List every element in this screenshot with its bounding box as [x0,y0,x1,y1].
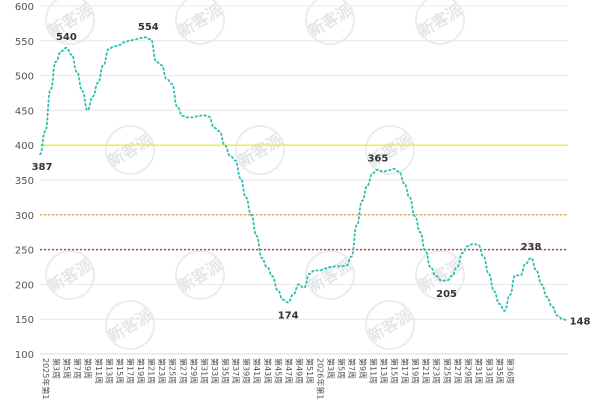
x-axis: 2025年第1周 第3周 第5周 第7周 第9周 第11周 第13周 第15周 第17周 第19周… [40,353,568,400]
watermark: 新客派 [415,0,467,45]
x-tick-label: 第31周 [474,358,484,384]
x-tick-label: 第36周 [506,358,516,384]
y-tick-label: 100 [15,350,34,361]
watermark-circle [305,250,355,300]
watermark-circle [105,300,155,350]
x-tick-label: 第9周 [358,358,368,379]
x-tick-label: 第31周 [199,358,209,384]
x-tick-label: 第47周 [284,358,294,384]
watermark-circle [45,250,95,300]
data-label: 148 [570,317,591,328]
watermark-circle [365,125,415,175]
watermark: 新客派 [45,250,97,300]
data-label: 174 [278,310,299,321]
data-label: 540 [56,32,77,43]
x-tick-label: 第25周 [442,358,452,384]
y-axis: 100 150 200 250 300 350 400 450 500 550 600 [15,2,34,361]
grid-lines [40,5,568,355]
watermark-circle [175,250,225,300]
x-tick-label: 第17周 [400,358,410,384]
y-tick-label: 400 [15,141,34,152]
y-tick-label: 600 [15,2,34,13]
x-tick-label: 第3周 [326,358,336,379]
x-tick-label: 第21周 [421,358,431,384]
x-tick-label: 第11周 [94,358,104,384]
x-tick-label: 2026年第1周 [316,358,326,400]
x-tick-label: 第7周 [347,358,357,379]
x-tick-label: 第13周 [379,358,389,384]
x-tick-label: 第15周 [115,358,125,384]
x-tick-label: 第7周 [73,358,83,379]
watermark-circle [235,125,285,175]
watermark-circle [365,300,415,350]
x-tick-label: 第51周 [305,358,315,384]
x-tick-label: 第43周 [263,358,273,384]
x-tick-label: 第35周 [221,358,231,384]
x-tick-label: 第23周 [157,358,167,384]
x-tick-label: 第27周 [453,358,463,384]
watermark: 新客派 [305,0,357,45]
series-layer [39,36,569,322]
x-tick-label: 第37周 [231,358,241,384]
x-tick-label: 第41周 [252,358,262,384]
watermark-circle [45,0,95,45]
y-tick-label: 550 [15,37,34,48]
watermark: 新客派 [305,250,357,300]
watermark: 新客派 [175,250,227,300]
y-tick-label: 350 [15,176,34,187]
watermark: 新客派 [175,0,227,45]
x-tick-label: 第11周 [368,358,378,384]
data-label: 205 [436,289,457,300]
watermark: 新客派 [235,125,287,175]
data-label: 554 [138,22,159,33]
x-tick-label: 第49周 [294,358,304,384]
y-tick-label: 150 [15,315,34,326]
x-tick-label: 第39周 [242,358,252,384]
data-labels: 387 540 554 174 365 205 238 148 [32,22,591,328]
watermark-circle [415,250,465,300]
x-tick-label: 第15周 [389,358,399,384]
watermark-circle [305,0,355,45]
x-tick-label: 第19周 [136,358,146,384]
y-tick-label: 200 [15,280,34,291]
data-label: 387 [32,162,53,173]
y-tick-label: 500 [15,72,34,83]
x-tick-label: 第13周 [104,358,114,384]
x-tick-label: 第21周 [147,358,157,384]
x-tick-label: 第33周 [485,358,495,384]
y-tick-label: 450 [15,106,34,117]
y-tick-label: 300 [15,211,34,222]
watermark: 新客派 [365,125,417,175]
x-tick-label: 第29周 [463,358,473,384]
y-tick-label: 250 [15,246,34,257]
watermark-circle [105,125,155,175]
x-tick-label: 第3周 [52,358,62,379]
x-tick-label: 第29周 [189,358,199,384]
series-line [39,36,569,322]
x-tick-label: 第33周 [210,358,220,384]
x-tick-label: 第35周 [495,358,505,384]
x-tick-label: 第5周 [62,358,72,379]
watermark: 新客派 [105,125,157,175]
x-tick-label: 第9周 [83,358,93,379]
x-tick-label: 第17周 [125,358,135,384]
data-label: 365 [367,154,388,165]
x-tick-label: 第23周 [432,358,442,384]
watermark: 新客派 [365,300,417,350]
watermark-circle [175,0,225,45]
watermark-circle [415,0,465,45]
x-tick-label: 2025年第1周 [41,358,51,400]
data-label: 238 [521,242,542,253]
x-tick-label: 第5周 [337,358,347,379]
x-tick-label: 第19周 [411,358,421,384]
watermark: 新客派 [105,300,157,350]
x-tick-label: 第25周 [168,358,178,384]
x-tick-label: 第45周 [273,358,283,384]
x-tick-label: 第27周 [178,358,188,384]
